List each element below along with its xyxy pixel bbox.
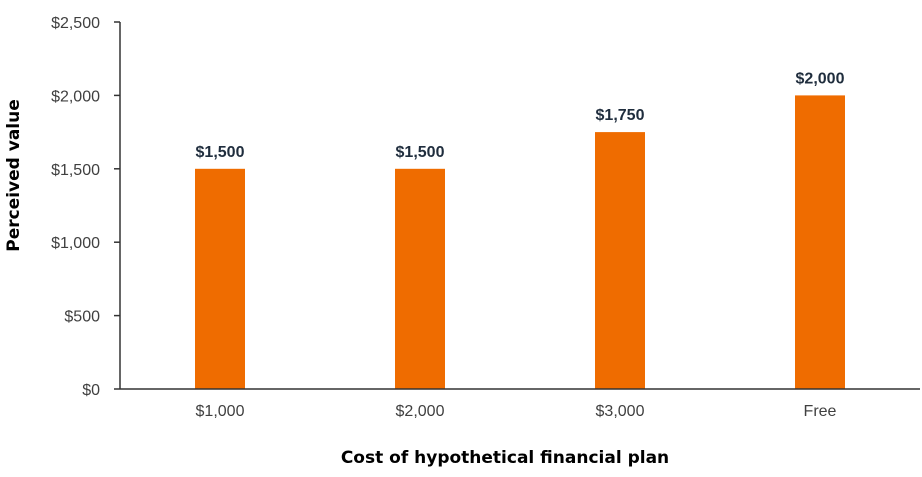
bar-value-label: $1,500 [396, 144, 445, 161]
data-labels: $1,500 $1,500 $1,750 $2,000 [196, 70, 845, 160]
x-axis-ticks: $1,000 $2,000 $3,000 Free [196, 403, 837, 420]
y-tick-label: $1,500 [51, 162, 100, 179]
bar [795, 95, 845, 390]
x-tick-label: $2,000 [396, 403, 445, 420]
y-tick-label: $500 [64, 309, 100, 326]
bar-value-label: $1,500 [196, 144, 245, 161]
y-axis-title: Perceived value [4, 99, 24, 252]
y-axis-ticks: $0 $500 $1,000 $1,500 $2,000 $2,500 [51, 15, 120, 399]
bar-value-label: $2,000 [796, 70, 845, 87]
bar [395, 168, 445, 389]
bar [595, 132, 645, 389]
y-tick-label: $1,000 [51, 235, 100, 252]
x-axis-title: Cost of hypothetical financial plan [341, 448, 669, 468]
y-tick-label: $2,000 [51, 88, 100, 105]
bar [195, 168, 245, 389]
y-tick-label: $0 [82, 382, 100, 399]
x-tick-label: $3,000 [596, 403, 645, 420]
bar-value-label: $1,750 [596, 107, 645, 124]
x-tick-label: $1,000 [196, 403, 245, 420]
y-tick-label: $2,500 [51, 15, 100, 32]
bars [195, 95, 845, 390]
x-tick-label: Free [804, 403, 837, 420]
